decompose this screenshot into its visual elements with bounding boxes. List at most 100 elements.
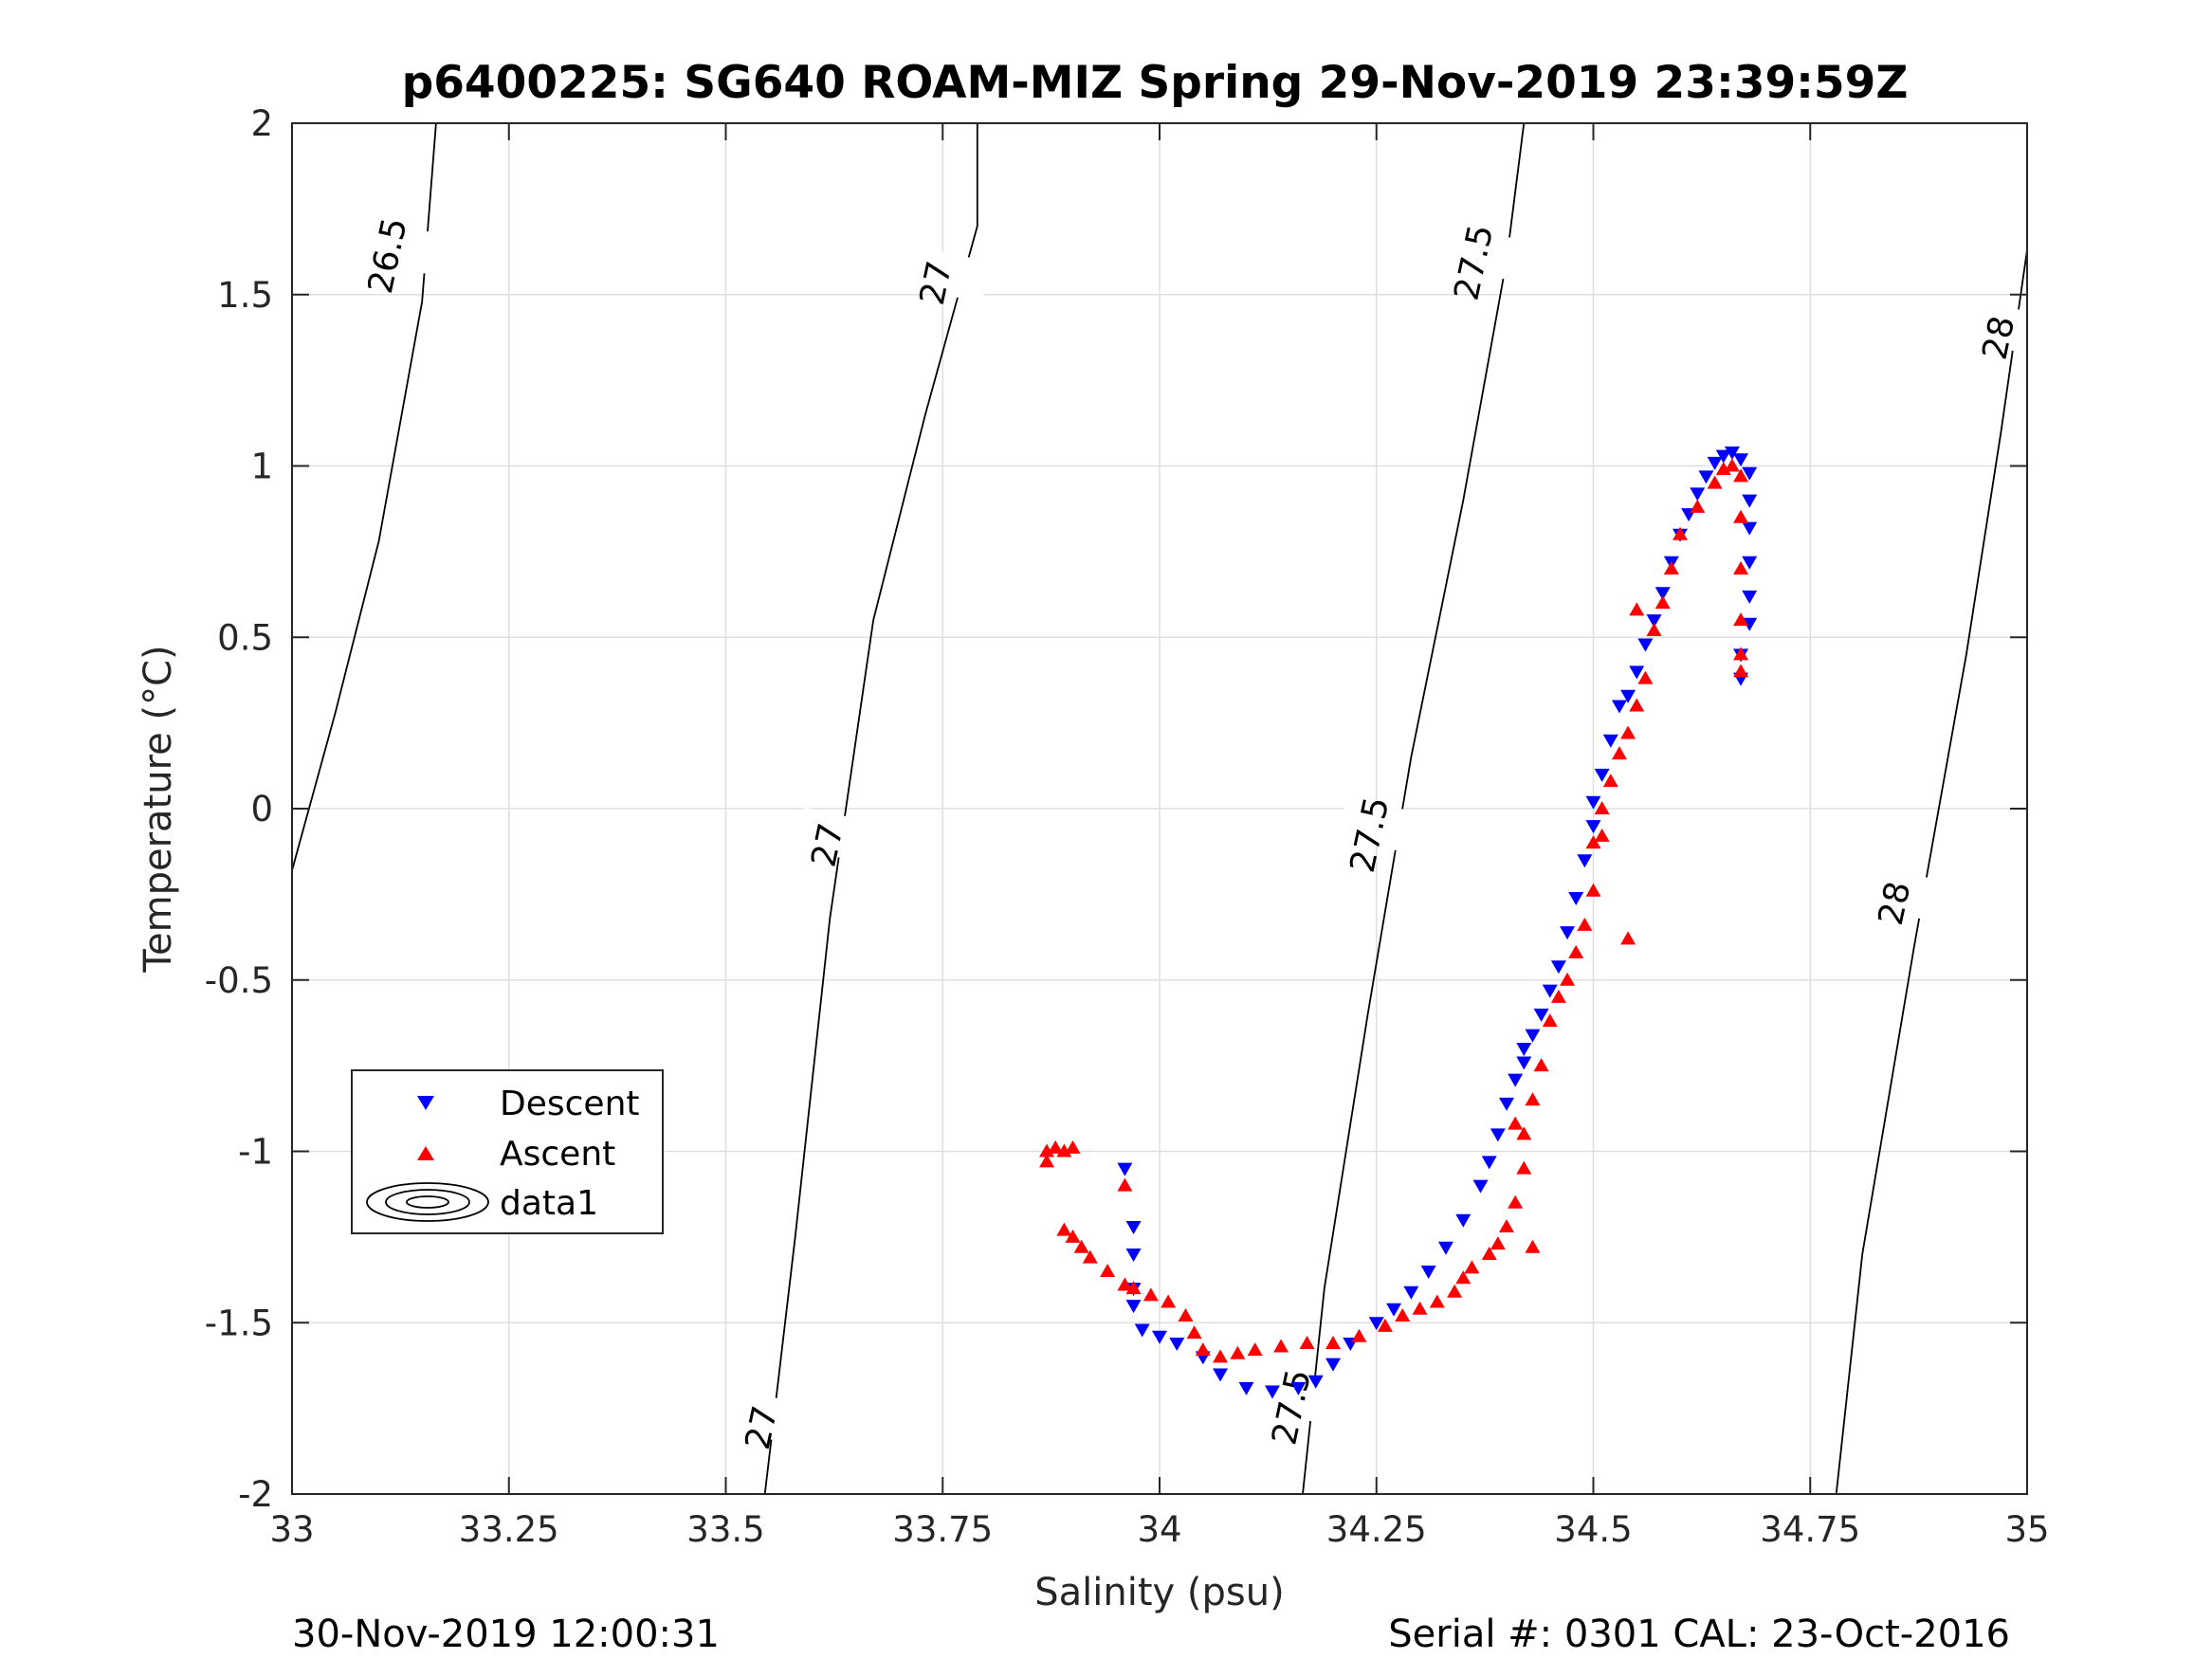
legend-descent-label: Descent <box>500 1085 640 1123</box>
contour-label-bg <box>1441 225 1528 283</box>
descent-point <box>1715 449 1731 464</box>
ascent-point <box>1039 1143 1055 1158</box>
x-tick-label: 34.75 <box>1760 1509 1860 1550</box>
ascent-point <box>1186 1325 1202 1340</box>
contour-27 <box>763 123 978 1495</box>
descent-point <box>1542 984 1558 998</box>
x-tick-label: 33.75 <box>892 1509 993 1550</box>
ascent-point <box>1525 1092 1541 1106</box>
contour-label: 27 <box>913 258 960 308</box>
ascent-point <box>1533 1058 1549 1072</box>
descent-point <box>1742 466 1758 481</box>
ascent-point <box>1082 1249 1098 1264</box>
contour-label: 27 <box>804 820 851 870</box>
ascent-point <box>1039 1154 1055 1168</box>
ascent-point <box>1637 670 1654 684</box>
contour-label-bg <box>795 807 883 866</box>
descent-point <box>1386 1303 1402 1317</box>
descent-point <box>1733 453 1749 467</box>
descent-point <box>1152 1330 1167 1344</box>
y-tick-label: 2 <box>250 103 273 144</box>
descent-point <box>1594 768 1610 782</box>
y-tick-label: -1 <box>238 1132 273 1173</box>
descent-point <box>1516 1056 1532 1070</box>
descent-point <box>1690 487 1706 501</box>
contour-label-bg <box>729 1390 816 1448</box>
ascent-point <box>1455 1270 1472 1285</box>
ascent-point <box>1351 1328 1367 1342</box>
descent-point <box>1169 1337 1185 1351</box>
y-tick-label: -2 <box>238 1474 273 1515</box>
ascent-point <box>1230 1345 1246 1359</box>
ascent-point <box>1056 1143 1072 1158</box>
descent-point <box>1646 614 1662 629</box>
ascent-point <box>1412 1301 1428 1315</box>
descent-point <box>1724 447 1740 461</box>
descent-point <box>1125 1221 1142 1235</box>
ascent-point <box>1447 1284 1463 1298</box>
ascent-point <box>1247 1342 1263 1357</box>
ascent-point <box>1117 1277 1133 1291</box>
ascent-point <box>1481 1246 1497 1260</box>
x-tick-label: 33.5 <box>686 1509 764 1550</box>
contour-label-bg <box>1862 866 1949 923</box>
x-tick-label: 35 <box>2004 1509 2049 1550</box>
legend-ascent-marker <box>417 1146 434 1160</box>
contour-label: 28 <box>1976 313 2023 363</box>
ascent-point <box>1733 647 1749 661</box>
footer-timestamp: 30-Nov-2019 12:00:31 <box>292 1613 720 1656</box>
descent-point <box>1499 1097 1514 1111</box>
ascent-point <box>1125 1281 1142 1295</box>
ascent-point <box>1516 1126 1532 1140</box>
y-tick-label: -0.5 <box>205 960 273 1001</box>
legend-contour-marker <box>366 1182 489 1222</box>
descent-point <box>1611 700 1627 714</box>
y-tick-label: 0 <box>250 789 273 830</box>
ascent-point <box>1395 1308 1411 1322</box>
x-tick-label: 33.25 <box>459 1509 559 1550</box>
ascent-point <box>1611 746 1627 760</box>
descent-point <box>1368 1317 1384 1331</box>
descent-point <box>1490 1128 1506 1142</box>
ascent-point <box>1733 468 1749 483</box>
ascent-point <box>1715 462 1731 476</box>
legend-ascent-label: Ascent <box>500 1135 615 1174</box>
descent-point <box>1508 1073 1524 1087</box>
descent-point <box>1742 494 1758 508</box>
descent-point <box>1525 1029 1541 1043</box>
ascent-point <box>1724 458 1740 472</box>
grid-lines <box>292 123 2027 1494</box>
ascent-point <box>1516 1160 1532 1175</box>
contour-label-bg <box>1337 796 1424 855</box>
x-tick-label: 33 <box>269 1509 314 1550</box>
ascent-point <box>1508 1194 1524 1209</box>
ascent-point <box>1620 725 1636 739</box>
descent-point <box>1516 1043 1532 1057</box>
descent-point <box>1585 795 1601 810</box>
y-tick-label: -1.5 <box>205 1303 273 1343</box>
ascent-point <box>1161 1294 1177 1308</box>
ascent-point <box>1143 1287 1159 1302</box>
descent-point <box>1742 556 1758 570</box>
ascent-point <box>1499 1219 1514 1233</box>
ascent-point <box>1568 944 1584 958</box>
x-tick-label: 34.25 <box>1326 1509 1427 1550</box>
descent-point <box>1629 665 1645 680</box>
descent-point <box>1325 1358 1341 1372</box>
ascent-point <box>1048 1139 1064 1154</box>
descent-point <box>1117 1162 1133 1176</box>
descent-point <box>1125 1248 1142 1262</box>
ascent-point <box>1178 1308 1194 1322</box>
ascent-point <box>1629 602 1645 616</box>
y-axis-label: Temperature (°C) <box>137 645 180 973</box>
contour-label: 27 <box>739 1402 786 1452</box>
ascent-point <box>1525 1239 1541 1253</box>
ascent-point <box>1690 499 1706 513</box>
descent-point <box>1568 891 1584 905</box>
ascent-point <box>1654 595 1671 610</box>
ascent-point <box>1733 664 1749 678</box>
chart-title: p6400225: SG640 ROAM-MIZ Spring 29-Nov-2… <box>402 57 1909 109</box>
ascent-point <box>1585 883 1601 897</box>
